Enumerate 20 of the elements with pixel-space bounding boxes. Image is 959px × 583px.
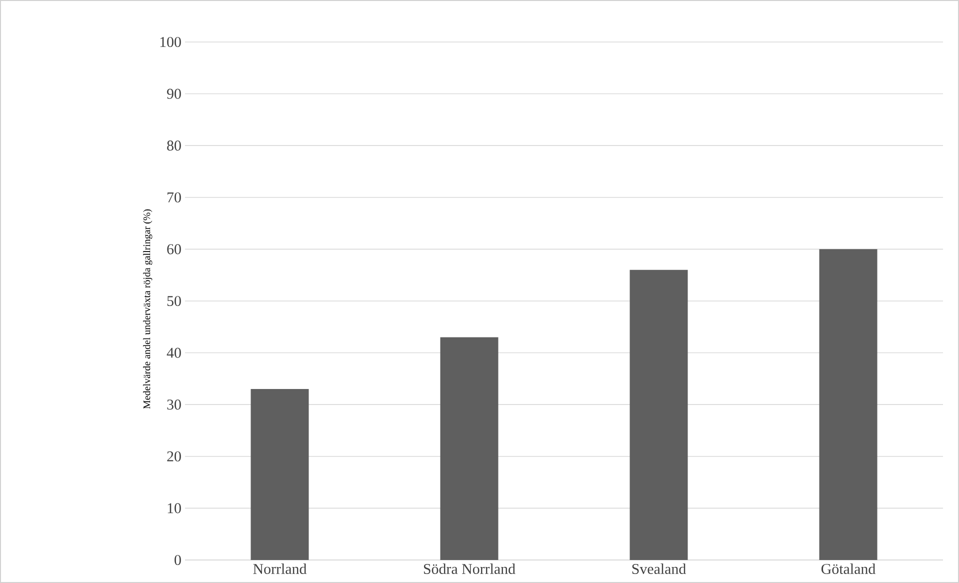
y-tick-label: 30 (167, 400, 181, 410)
bar (250, 389, 309, 560)
y-tick-label: 10 (168, 503, 181, 514)
y-tick-label: 80 (167, 140, 181, 151)
y-tick-label: 20 (167, 451, 181, 462)
bar (630, 270, 688, 560)
x-tick-label: Götaland (821, 564, 876, 574)
y-tick-label: 40 (166, 348, 181, 358)
y-tick-label: 50 (167, 296, 181, 306)
y-tick-label: 90 (167, 88, 181, 99)
x-tick-label: Norrland (253, 564, 307, 574)
y-tick-label: 0 (174, 554, 181, 566)
y-tick-label: 100 (160, 36, 181, 48)
bar (819, 249, 878, 560)
y-tick-label: 60 (167, 244, 181, 254)
y-tick-label: 70 (168, 192, 181, 202)
bar (440, 337, 498, 560)
x-tick-label: Svealand (632, 564, 686, 574)
y-axis-title: Medelvärde andel underväxta röjda gallringar (%) (143, 209, 152, 409)
x-tick-label: Södra Norrland (424, 564, 516, 574)
